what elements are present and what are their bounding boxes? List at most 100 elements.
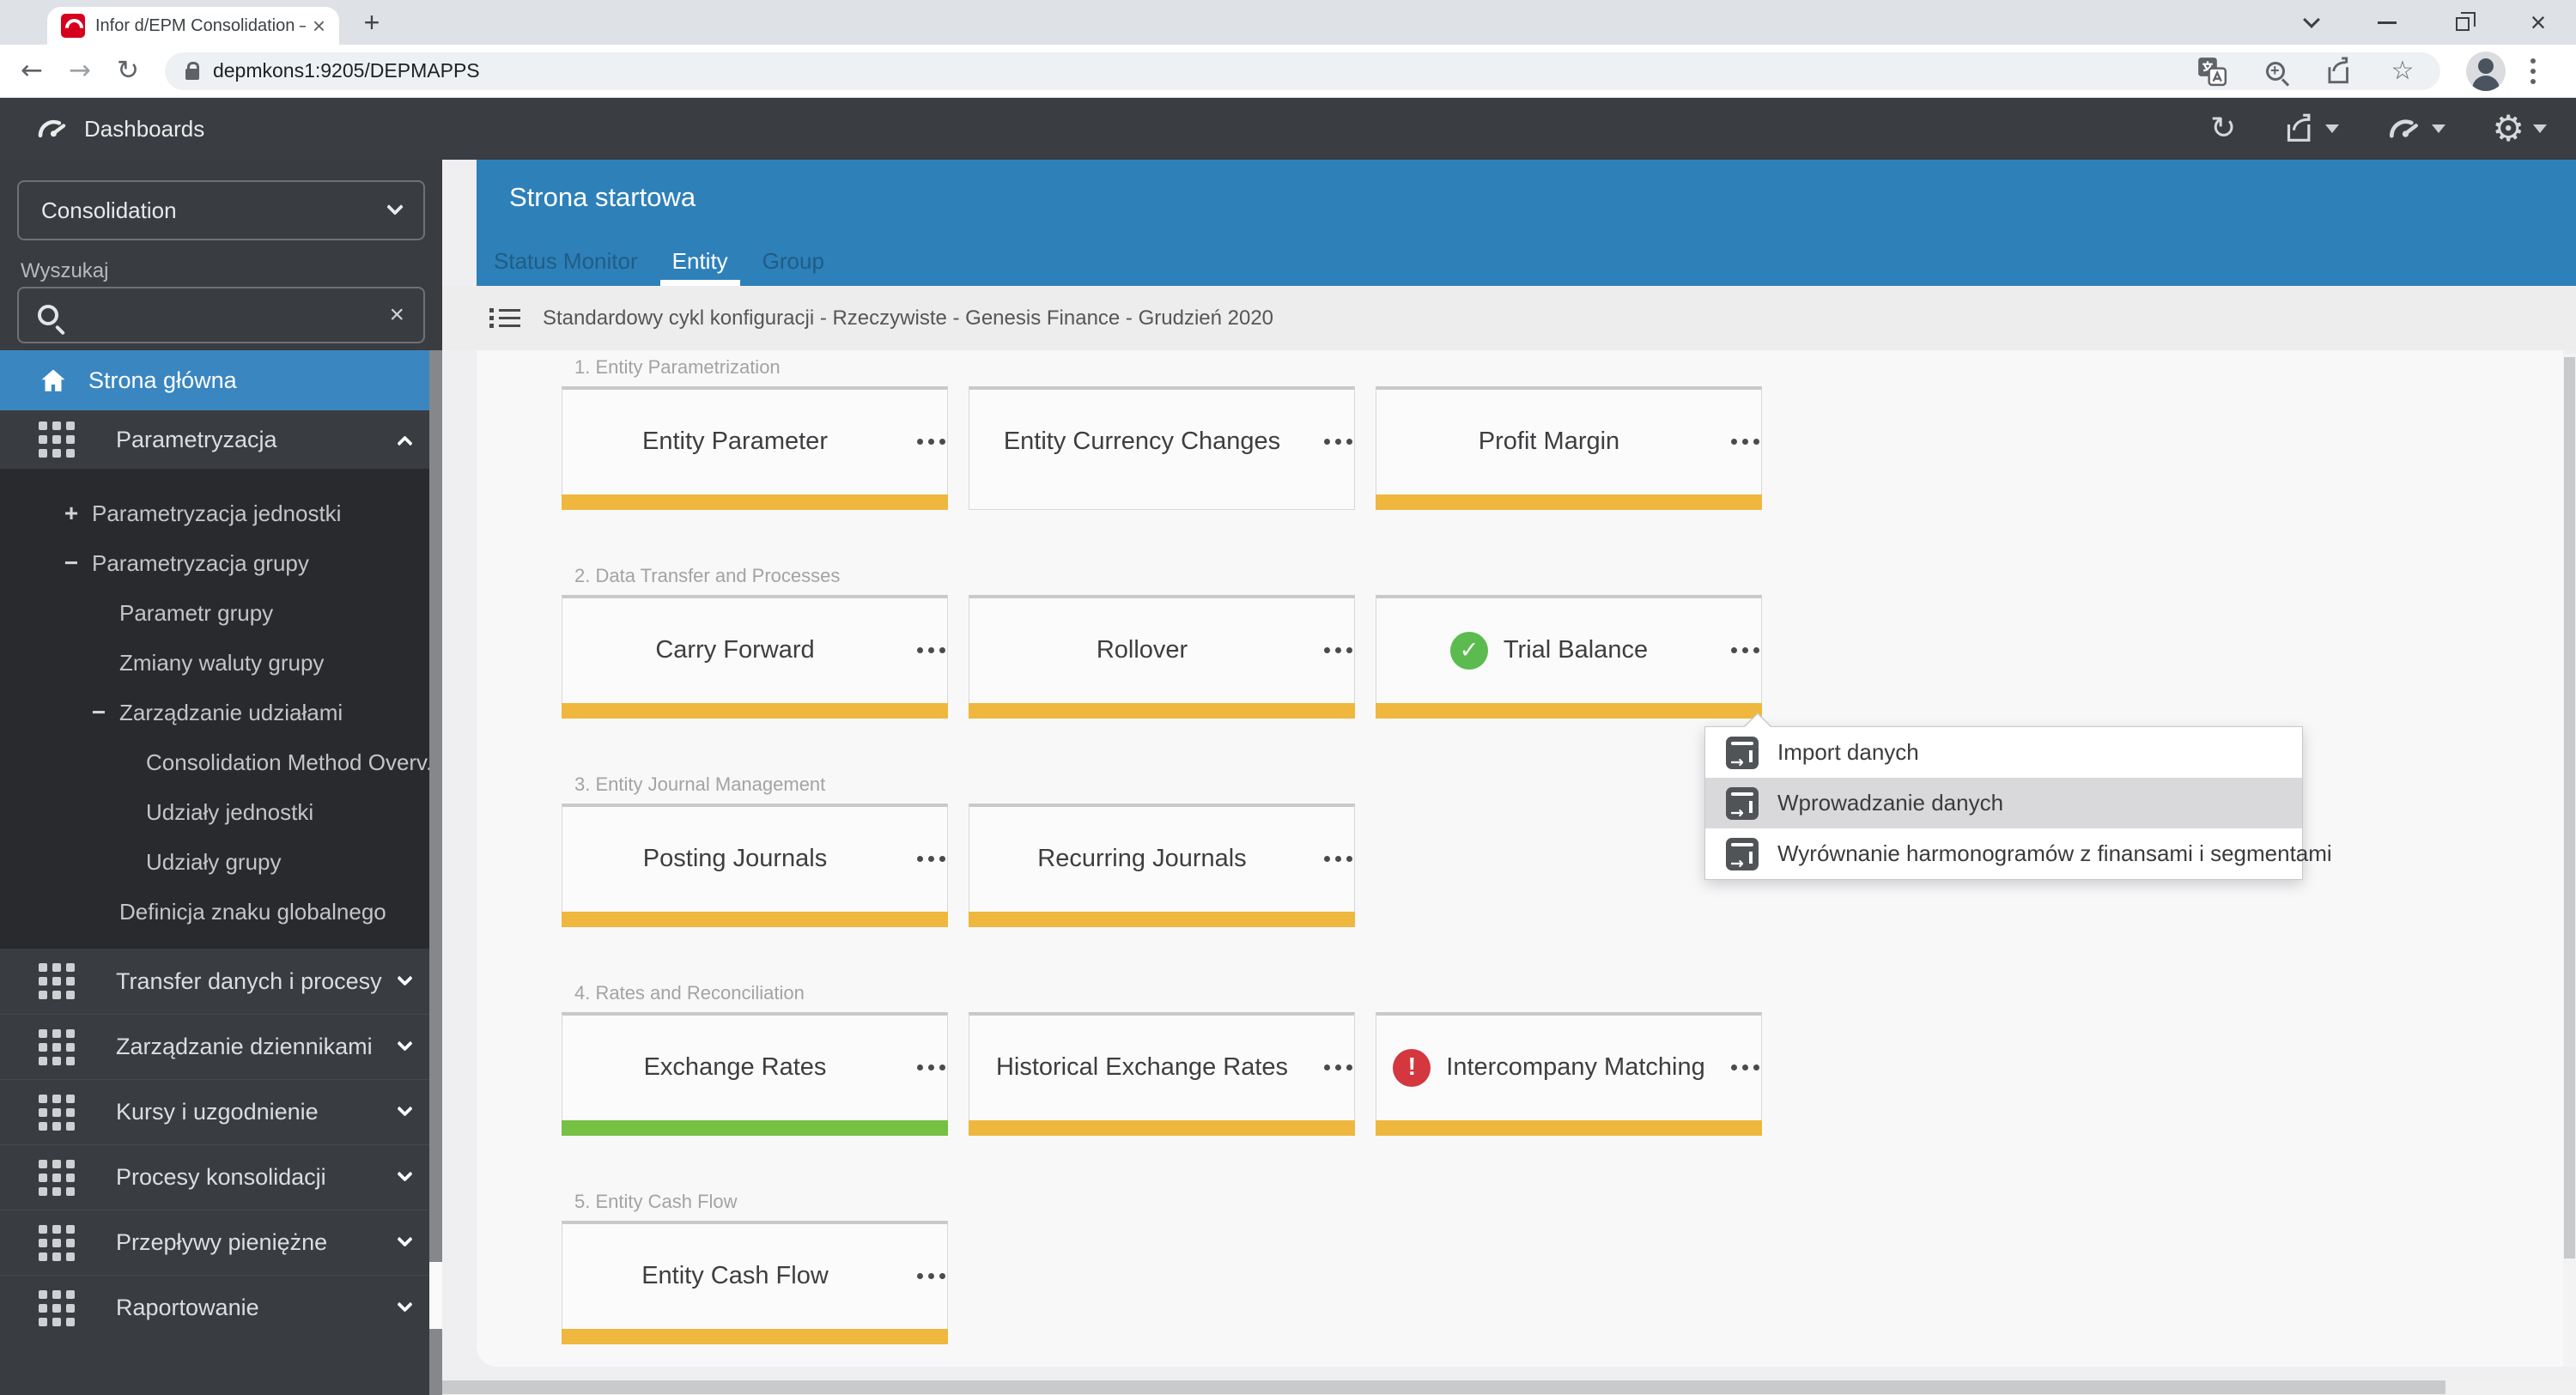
browser-tab[interactable]: Infor d/EPM Consolidation – Stro ×	[47, 7, 339, 45]
card-menu-icon[interactable]	[917, 598, 923, 702]
address-bar[interactable]: depmkons1:9205/DEPMAPPS ☆	[164, 52, 2440, 90]
card-menu-icon[interactable]	[917, 1016, 923, 1119]
sidebar-item-parametr-grupy[interactable]: Parametr grupy	[119, 599, 274, 626]
sidebar-item-strona-glowna[interactable]: Strona główna	[0, 350, 429, 410]
expand-plus-icon[interactable]: +	[64, 500, 79, 526]
refresh-icon[interactable]: ↻	[2210, 111, 2237, 146]
zoom-icon[interactable]	[2258, 54, 2293, 88]
content-horizontal-scrollbar[interactable]	[442, 1380, 2576, 1395]
profile-avatar[interactable]	[2465, 51, 2506, 91]
translate-icon[interactable]	[2195, 54, 2229, 88]
clear-search-icon[interactable]: ×	[389, 300, 404, 329]
sidebar-item-przeplywy-pieniezne[interactable]: Przepływy pieniężne	[0, 1210, 429, 1275]
data-entry-icon	[1726, 786, 1759, 820]
app-title: Dashboards	[84, 115, 205, 142]
reload-icon[interactable]: ↻	[116, 55, 139, 86]
sidebar-scrollbar-thumb[interactable]	[429, 1262, 442, 1329]
menu-item-wyrownanie-harmonogramow[interactable]: Wyrównanie harmonogramów z finansami i s…	[1705, 828, 2332, 879]
page-tabs: Status Monitor Entity Group	[477, 236, 841, 286]
chevron-down-icon	[397, 1296, 413, 1313]
card-rollover[interactable]: Rollover	[969, 595, 1355, 719]
search-input[interactable]	[72, 300, 376, 330]
window-controls: ×	[2274, 0, 2576, 45]
card-intercompany-matching[interactable]: Intercompany Matching	[1376, 1012, 1762, 1136]
card-entity-currency-changes[interactable]: Entity Currency Changes	[969, 386, 1355, 510]
new-tab-button[interactable]: +	[363, 6, 380, 38]
sidebar-item-zarzadzanie-dziennikami[interactable]: Zarządzanie dziennikami	[0, 1014, 429, 1079]
back-icon[interactable]: ←	[21, 55, 43, 86]
sidebar-item-udzialy-jednostki[interactable]: Udziały jednostki	[146, 798, 314, 825]
home-icon	[39, 366, 68, 395]
url-text: depmkons1:9205/DEPMAPPS	[212, 59, 480, 82]
collapse-minus-icon[interactable]: −	[64, 549, 79, 576]
content-vertical-scrollbar-thumb[interactable]	[2564, 357, 2575, 1259]
section-entity-cash-flow: 5. Entity Cash Flow Entity Cash Flow	[562, 1192, 2563, 1344]
card-trial-balance[interactable]: Trial Balance	[1376, 595, 1762, 719]
card-historical-exchange-rates[interactable]: Historical Exchange Rates	[969, 1012, 1355, 1136]
share-icon[interactable]	[2322, 54, 2356, 88]
window-restore-button[interactable]	[2425, 0, 2500, 45]
collapse-minus-icon[interactable]: −	[91, 699, 106, 725]
chevron-down-icon	[397, 1166, 413, 1182]
card-menu-icon[interactable]	[1324, 598, 1330, 702]
sidebar-item-zarzadzanie-udzialami[interactable]: − Zarządzanie udziałami	[91, 699, 343, 725]
sidebar-item-transfer-danych[interactable]: Transfer danych i procesy	[0, 949, 429, 1014]
workspace-selector[interactable]: Consolidation	[17, 180, 425, 240]
card-menu-icon[interactable]	[917, 1224, 923, 1328]
chevron-down-icon	[397, 1101, 413, 1117]
sidebar-item-zmiany-waluty-grupy[interactable]: Zmiany waluty grupy	[119, 649, 325, 676]
card-menu-icon[interactable]	[1731, 1016, 1737, 1119]
card-exchange-rates[interactable]: Exchange Rates	[562, 1012, 948, 1136]
sidebar-item-kursy-i-uzgodnienie[interactable]: Kursy i uzgodnienie	[0, 1079, 429, 1144]
card-carry-forward[interactable]: Carry Forward	[562, 595, 948, 719]
tab-search-icon[interactable]	[2274, 0, 2349, 45]
grid-icon	[39, 1028, 75, 1065]
card-recurring-journals[interactable]: Recurring Journals	[969, 804, 1355, 927]
card-entity-cash-flow[interactable]: Entity Cash Flow	[562, 1221, 948, 1344]
card-menu-icon[interactable]	[1731, 390, 1737, 494]
content-vertical-scrollbar[interactable]	[2563, 354, 2576, 1367]
status-bar	[1376, 494, 1762, 510]
card-menu-icon[interactable]	[1731, 598, 1737, 702]
tab-status-monitor[interactable]: Status Monitor	[494, 247, 638, 274]
card-posting-journals[interactable]: Posting Journals	[562, 804, 948, 927]
sidebar-item-udzialy-grupy[interactable]: Udziały grupy	[146, 848, 282, 875]
success-check-icon	[1449, 631, 1488, 670]
card-menu-icon[interactable]	[1324, 390, 1330, 494]
sidebar-item-parametryzacja-jednostki[interactable]: + Parametryzacja jednostki	[64, 500, 342, 526]
window-close-button[interactable]: ×	[2530, 7, 2547, 38]
chevron-down-icon	[397, 1231, 413, 1247]
sidebar-item-consolidation-method-overview[interactable]: Consolidation Method Overv...	[146, 749, 445, 775]
card-menu-icon[interactable]	[1324, 1016, 1330, 1119]
sidebar-item-parametryzacja[interactable]: Parametryzacja	[0, 410, 429, 469]
tab-close-icon[interactable]: ×	[312, 13, 325, 39]
card-menu-icon[interactable]	[917, 807, 923, 911]
status-bar	[969, 1120, 1355, 1136]
card-profit-margin[interactable]: Profit Margin	[1376, 386, 1762, 510]
card-menu-icon[interactable]	[917, 390, 923, 494]
browser-menu-icon[interactable]	[2514, 52, 2552, 90]
search-icon	[38, 305, 58, 325]
tab-group[interactable]: Group	[762, 247, 824, 274]
sidebar-item-raportowanie[interactable]: Raportowanie	[0, 1275, 429, 1340]
content-horizontal-scrollbar-thumb[interactable]	[442, 1380, 2445, 1394]
bookmark-star-icon[interactable]: ☆	[2391, 56, 2415, 86]
export-share-icon[interactable]	[2282, 112, 2340, 146]
sidebar-item-parametryzacja-grupy[interactable]: − Parametryzacja grupy	[64, 549, 309, 576]
forward-icon[interactable]: →	[68, 55, 91, 86]
tab-entity[interactable]: Entity	[655, 236, 745, 286]
breadcrumb-bar: Standardowy cykl konfiguracji - Rzeczywi…	[442, 286, 2576, 350]
menu-item-import-danych[interactable]: Import danych	[1705, 727, 2302, 778]
menu-item-wprowadzanie-danych[interactable]: Wprowadzanie danych	[1705, 778, 2302, 828]
settings-gear-icon[interactable]: ⚙	[2492, 111, 2547, 147]
sidebar-item-definicja-znaku-globalnego[interactable]: Definicja znaku globalnego	[119, 898, 386, 925]
section-label: 4. Rates and Reconciliation	[574, 982, 805, 1004]
sidebar-item-procesy-konsolidacji[interactable]: Procesy konsolidacji	[0, 1144, 429, 1210]
card-menu-icon[interactable]	[1324, 807, 1330, 911]
card-entity-parameter[interactable]: Entity Parameter	[562, 386, 948, 510]
section-label: 1. Entity Parametrization	[574, 356, 781, 378]
sidebar-scrollbar[interactable]	[429, 350, 442, 1395]
dashboard-switcher-icon[interactable]	[2385, 110, 2446, 148]
cycle-list-icon[interactable]	[489, 307, 520, 330]
window-minimize-button[interactable]	[2349, 0, 2425, 45]
